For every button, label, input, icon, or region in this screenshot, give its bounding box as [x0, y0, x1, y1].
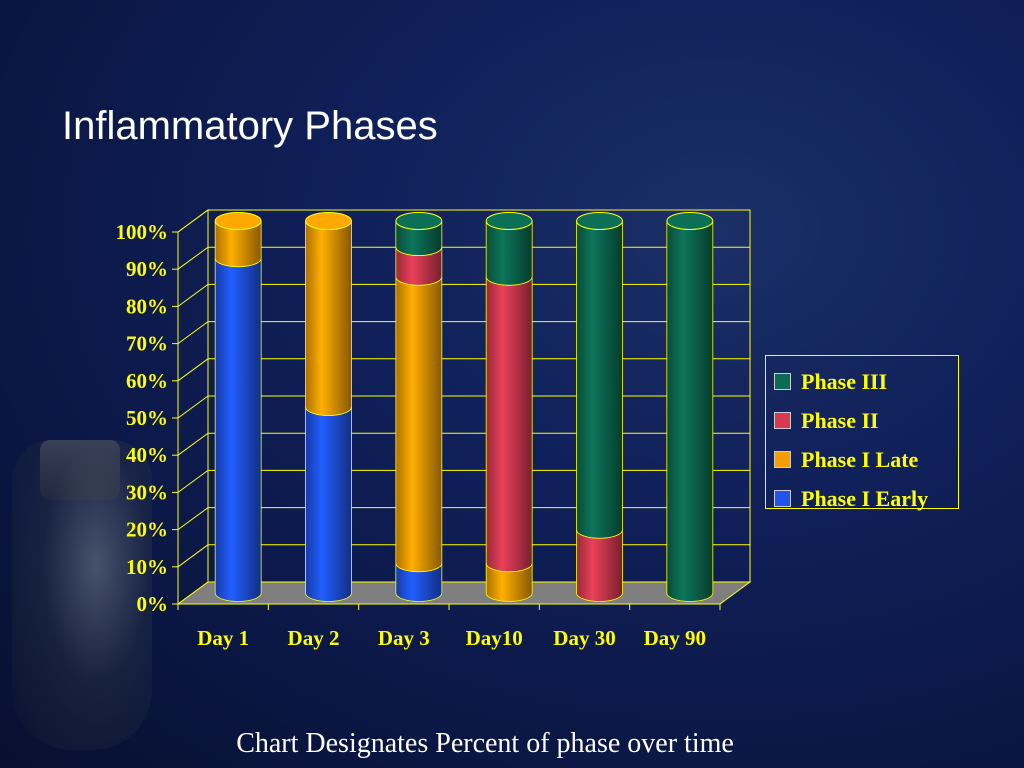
y-tick-label: 60%	[126, 369, 168, 393]
y-tick-label: 40%	[126, 443, 168, 467]
bar-segment-phase-i-early	[305, 406, 352, 602]
gridline	[177, 283, 750, 307]
x-category-label: Day 1	[197, 626, 249, 650]
bar-segment-phase-i-late	[305, 220, 352, 416]
chart-floor	[176, 581, 752, 605]
chart-legend: Phase III Phase II Phase I Late Phase I …	[765, 355, 959, 511]
y-tick-label: 80%	[126, 294, 168, 318]
bar-segment-phase-iii	[485, 220, 533, 286]
bar-segment-phase-ii	[485, 276, 533, 573]
x-category-label: Day 3	[378, 626, 430, 650]
legend-label: Phase I Early	[801, 485, 929, 511]
legend-swatch	[774, 373, 791, 390]
bar-segment-phase-i-early	[214, 258, 262, 602]
legend-label: Phase II	[801, 407, 879, 433]
bar-top-cap	[395, 212, 443, 230]
y-tick-label: 10%	[126, 555, 168, 579]
gridline	[177, 358, 750, 382]
y-tick-label: 50%	[126, 406, 168, 430]
legend-label: Phase I Late	[801, 446, 919, 472]
legend-item-phase-ii: Phase II	[774, 401, 958, 440]
legend-swatch	[774, 490, 791, 507]
y-tick-label: 70%	[126, 332, 168, 356]
gridline	[177, 209, 750, 233]
y-tick-label: 100%	[116, 220, 169, 244]
gridline	[177, 246, 750, 270]
slide-title: Inflammatory Phases	[62, 104, 438, 148]
legend-item-phase-i-late: Phase I Late	[774, 440, 958, 479]
gridline	[177, 395, 750, 419]
bar-top-cap	[576, 212, 623, 230]
legend-item-phase-i-early: Phase I Early	[774, 479, 958, 518]
legend-swatch	[774, 451, 791, 468]
y-tick-label: 20%	[126, 518, 168, 542]
x-category-label: Day10	[466, 626, 523, 650]
gridline	[177, 321, 750, 345]
bar-segment-phase-ii	[576, 529, 623, 602]
bar-segment-phase-iii	[666, 220, 714, 602]
bar-top-cap	[666, 212, 714, 230]
gridline	[177, 507, 750, 531]
legend-item-phase-iii: Phase III	[774, 362, 958, 401]
bar-segment-phase-i-late	[395, 276, 443, 573]
pill-bottle-decoration	[12, 440, 152, 750]
x-category-label: Day 90	[644, 626, 706, 650]
bar-top-cap	[485, 212, 533, 230]
gridline	[177, 432, 750, 456]
gridline	[177, 544, 750, 568]
legend-label: Phase III	[801, 368, 888, 394]
y-tick-label: 0%	[137, 592, 169, 616]
chart-caption: Chart Designates Percent of phase over t…	[236, 728, 734, 759]
legend-swatch	[774, 412, 791, 429]
gridline	[177, 469, 750, 493]
bar-segment-phase-iii	[576, 220, 623, 539]
x-category-label: Day 2	[288, 626, 340, 650]
bar-top-cap	[305, 212, 352, 230]
bar-top-cap	[214, 212, 262, 230]
y-tick-label: 30%	[126, 480, 168, 504]
y-tick-label: 90%	[126, 257, 168, 281]
x-category-label: Day 30	[553, 626, 615, 650]
